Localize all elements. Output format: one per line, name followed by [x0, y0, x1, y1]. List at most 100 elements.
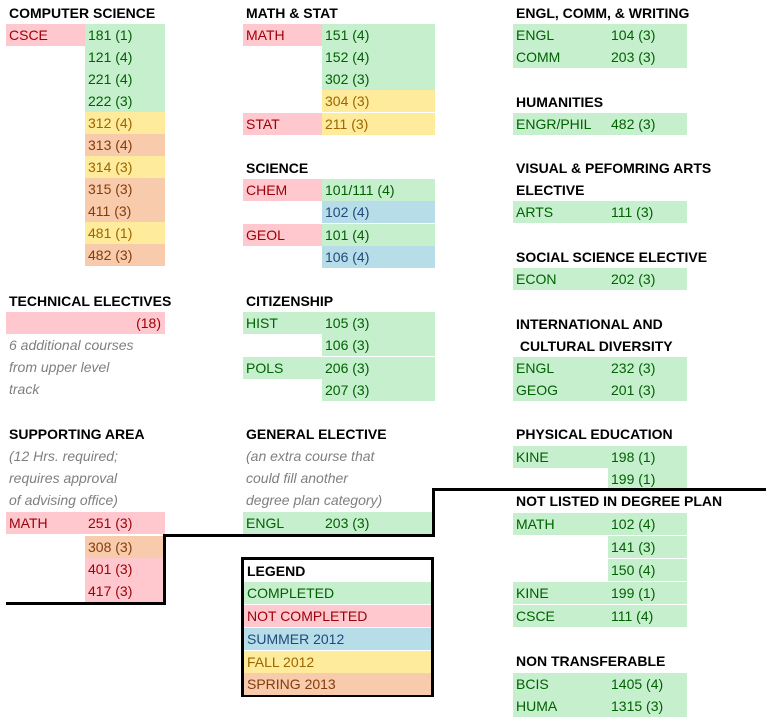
support-course: 251 (3) — [85, 512, 165, 534]
citizen-course: 106 (3) — [322, 334, 435, 356]
support-course: 417 (3) — [85, 580, 165, 602]
arts-dept: ARTS — [513, 201, 608, 223]
general-note: could fill another — [246, 470, 348, 486]
notlisted-course: 150 (4) — [608, 559, 687, 581]
notlisted-course: 141 (3) — [608, 536, 687, 558]
comm-dept: COMM — [513, 46, 608, 68]
cs-course: 482 (3) — [85, 244, 165, 266]
cs-course: 121 (4) — [85, 46, 165, 68]
engl-course: 104 (3) — [608, 24, 687, 46]
arts-title-line2: ELECTIVE — [516, 182, 585, 198]
support-course: 401 (3) — [85, 558, 165, 580]
divider-line — [163, 534, 166, 605]
stat-course: 211 (3) — [322, 113, 435, 135]
intl-title-line2: CULTURAL DIVERSITY — [516, 338, 673, 354]
math-course: 151 (4) — [322, 24, 435, 46]
cs-dept: CSCE — [6, 24, 85, 46]
general-title: GENERAL ELECTIVE — [246, 426, 387, 442]
math-course: 152 (4) — [322, 46, 435, 68]
support-course: 308 (3) — [85, 536, 165, 558]
cs-course: 181 (1) — [85, 24, 165, 46]
notlisted-course: 102 (4) — [608, 513, 687, 535]
math-dept: MATH — [243, 24, 322, 46]
pe-dept: KINE — [513, 446, 608, 468]
cs-course: 411 (3) — [85, 200, 165, 222]
divider-line — [432, 488, 766, 491]
geol-dept: GEOL — [243, 224, 322, 246]
tech-note: from upper level — [9, 359, 110, 375]
hist-dept: HIST — [243, 312, 322, 334]
legend-completed: COMPLETED — [244, 582, 431, 604]
engl-title: ENGL, COMM, & WRITING — [516, 5, 690, 21]
arts-title: VISUAL & PEFOMRING ARTS — [516, 160, 712, 176]
cs-course: 312 (4) — [85, 112, 165, 134]
support-dept: MATH — [6, 512, 85, 534]
intl-course: 201 (3) — [608, 379, 687, 401]
citizen-course: 207 (3) — [322, 379, 435, 401]
intl-course: 232 (3) — [608, 357, 687, 379]
notlisted-csce: CSCE — [513, 605, 608, 627]
citizen-course: 206 (3) — [322, 357, 435, 379]
nontrans-dept: HUMA — [513, 695, 608, 717]
legend-spring-2013: SPRING 2013 — [244, 673, 431, 695]
hum-dept: ENGR/PHIL — [513, 113, 608, 135]
science-course: 102 (4) — [322, 201, 435, 223]
divider-line — [163, 534, 435, 537]
social-title: SOCIAL SCIENCE ELECTIVE — [516, 249, 708, 265]
notlisted-kine: KINE — [513, 582, 608, 604]
nontrans-dept: BCIS — [513, 673, 608, 695]
tech-note: track — [9, 381, 40, 397]
cs-title: COMPUTER SCIENCE — [9, 5, 156, 21]
pe-course: 198 (1) — [608, 446, 687, 468]
tech-title: TECHNICAL ELECTIVES — [9, 293, 172, 309]
social-dept: ECON — [513, 268, 608, 290]
hum-course: 482 (3) — [608, 113, 687, 135]
cs-course: 315 (3) — [85, 178, 165, 200]
intl-dept: GEOG — [513, 379, 608, 401]
pe-title: PHYSICAL EDUCATION — [516, 426, 673, 442]
general-note: (an extra course that — [246, 448, 375, 464]
math-course: 302 (3) — [322, 68, 435, 90]
legend-fall-2012: FALL 2012 — [244, 651, 431, 673]
nontrans-course: 1315 (3) — [608, 695, 687, 717]
cs-course: 314 (3) — [85, 156, 165, 178]
support-note: of advising office) — [9, 492, 118, 508]
intl-dept: ENGL — [513, 357, 608, 379]
comm-course: 203 (3) — [608, 46, 687, 68]
science-title: SCIENCE — [246, 160, 309, 176]
stat-dept: STAT — [243, 113, 322, 135]
notlisted-course: 199 (1) — [608, 582, 687, 604]
cs-course: 481 (1) — [85, 222, 165, 244]
support-note: (12 Hrs. required; — [9, 448, 118, 464]
tech-hours: (18) — [6, 312, 165, 334]
intl-title: INTERNATIONAL AND — [516, 316, 663, 332]
chem-dept: CHEM — [243, 179, 322, 201]
legend-not-completed: NOT COMPLETED — [244, 605, 431, 627]
divider-line — [432, 488, 435, 537]
citizen-title: CITIZENSHIP — [246, 293, 334, 309]
math-title: MATH & STAT — [246, 5, 338, 21]
cs-course: 221 (4) — [85, 68, 165, 90]
hum-title: HUMANITIES — [516, 94, 604, 110]
citizen-course: 105 (3) — [322, 312, 435, 334]
math-course: 304 (3) — [322, 90, 435, 112]
science-course: 106 (4) — [322, 246, 435, 268]
science-course: 101/111 (4) — [322, 179, 435, 201]
general-note: degree plan category) — [246, 492, 383, 508]
social-course: 202 (3) — [608, 268, 687, 290]
divider-line — [6, 602, 166, 605]
general-course: 203 (3) — [322, 512, 432, 534]
notlisted-math: MATH — [513, 513, 608, 535]
pols-dept: POLS — [243, 357, 322, 379]
general-dept: ENGL — [243, 512, 322, 534]
cs-course: 313 (4) — [85, 134, 165, 156]
notlisted-course: 111 (4) — [608, 605, 687, 627]
nontrans-course: 1405 (4) — [608, 673, 687, 695]
support-note: requires approval — [9, 470, 118, 486]
legend-box — [241, 557, 434, 697]
arts-course: 111 (3) — [608, 201, 687, 223]
legend-title: LEGEND — [247, 563, 306, 579]
engl-dept: ENGL — [513, 24, 608, 46]
cs-course: 222 (3) — [85, 90, 165, 112]
pe-course: 199 (1) — [608, 468, 687, 490]
